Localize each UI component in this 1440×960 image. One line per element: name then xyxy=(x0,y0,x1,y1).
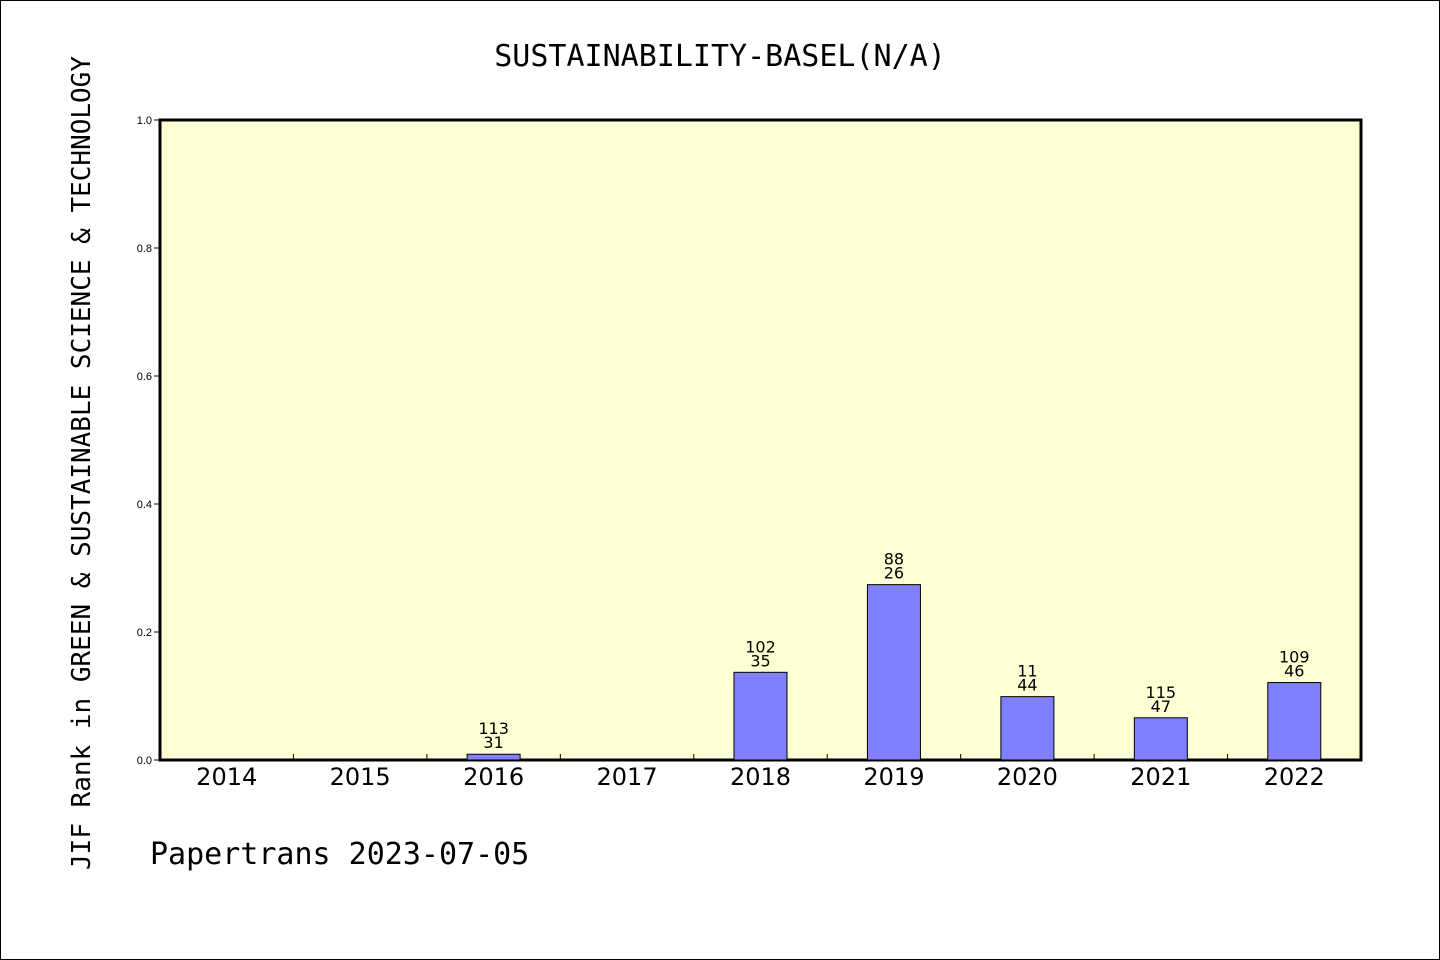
x-tick-label: 2017 xyxy=(597,763,658,791)
y-tick-label: 0.4 xyxy=(137,499,152,511)
bar-2018 xyxy=(733,671,788,761)
bar-label-total: 88 xyxy=(884,550,904,569)
x-tick-label: 2022 xyxy=(1264,763,1325,791)
bar-label-total: 109 xyxy=(1279,648,1310,667)
bar-2020 xyxy=(1000,696,1055,761)
bar-label-rank: 26 xyxy=(884,564,904,583)
bar-label-total: 113 xyxy=(478,719,509,738)
y-tick-label: 0.2 xyxy=(137,627,152,639)
bar-label-total: 102 xyxy=(745,637,776,656)
bar-2022 xyxy=(1267,682,1322,761)
bar-2019 xyxy=(866,584,921,761)
x-tick-label: 2015 xyxy=(330,763,391,791)
bar-2021 xyxy=(1133,717,1188,761)
y-tick-label: 0.0 xyxy=(137,755,152,767)
chart-title: SUSTAINABILITY-BASEL(N/A) xyxy=(494,39,946,74)
x-tick-label: 2014 xyxy=(196,763,257,791)
x-tick-label: 2019 xyxy=(863,763,924,791)
plot-area xyxy=(158,118,1363,762)
bar-label-total: 11 xyxy=(1017,662,1037,681)
bar-label-rank: 47 xyxy=(1151,697,1171,716)
y-axis-label: JIF Rank in GREEN & SUSTAINABLE SCIENCE … xyxy=(67,56,97,870)
bar-label-rank: 46 xyxy=(1284,662,1304,681)
y-tick-label: 0.6 xyxy=(137,371,152,383)
y-tick-label: 0.8 xyxy=(137,243,152,255)
x-tick-label: 2016 xyxy=(463,763,524,791)
x-axis-ticks: 2014 2015 2016 2017 2018 2019 2020 2021 2022 xyxy=(196,754,1325,791)
bar-label-rank: 35 xyxy=(750,651,770,670)
x-tick-label: 2020 xyxy=(997,763,1058,791)
y-axis-ticks: 0.0 0.2 0.4 0.6 0.8 1.0 xyxy=(137,115,160,767)
bar-label-total: 115 xyxy=(1146,683,1177,702)
footer-credit: Papertrans 2023-07-05 xyxy=(150,837,529,872)
bar-2016 xyxy=(466,753,521,761)
x-tick-label: 2021 xyxy=(1130,763,1191,791)
bar-label-rank: 44 xyxy=(1017,676,1037,695)
y-tick-label: 1.0 xyxy=(137,115,152,127)
bars xyxy=(466,584,1322,761)
bar-label-rank: 31 xyxy=(483,733,503,752)
x-tick-label: 2018 xyxy=(730,763,791,791)
